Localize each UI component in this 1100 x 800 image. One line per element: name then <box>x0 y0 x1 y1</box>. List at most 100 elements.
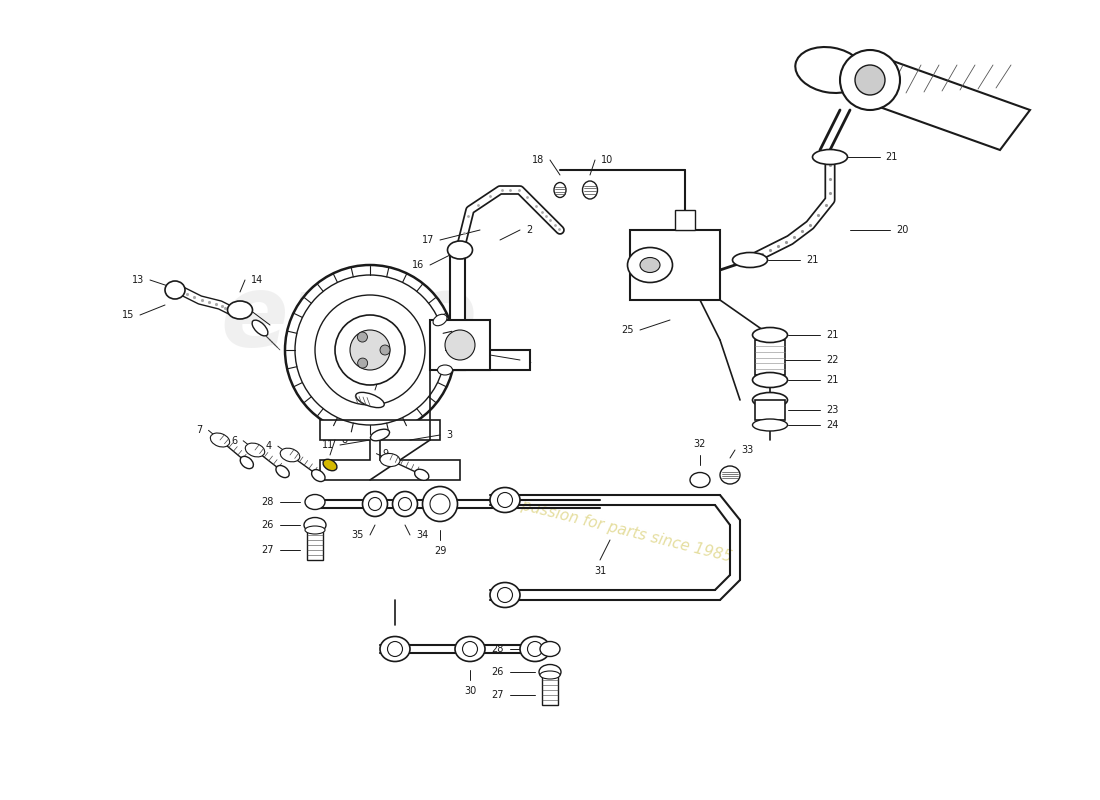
Ellipse shape <box>304 518 326 533</box>
Text: 7: 7 <box>196 426 202 435</box>
Text: 12: 12 <box>232 305 244 315</box>
Ellipse shape <box>752 393 788 407</box>
Ellipse shape <box>690 473 710 487</box>
Ellipse shape <box>528 642 542 657</box>
Polygon shape <box>320 420 460 480</box>
Ellipse shape <box>640 258 660 273</box>
Text: 32: 32 <box>694 439 706 449</box>
Bar <box>755 340 785 375</box>
Ellipse shape <box>497 493 513 507</box>
Text: 13: 13 <box>132 275 144 285</box>
Text: 22: 22 <box>826 355 838 365</box>
Ellipse shape <box>752 373 788 387</box>
Bar <box>542 675 558 705</box>
Text: 4: 4 <box>266 441 272 451</box>
Text: 2: 2 <box>526 225 532 235</box>
Ellipse shape <box>393 491 418 517</box>
Ellipse shape <box>398 498 411 510</box>
Text: 34: 34 <box>416 530 428 540</box>
Ellipse shape <box>323 459 337 470</box>
Text: 28: 28 <box>492 644 504 654</box>
Text: 33: 33 <box>741 445 754 455</box>
Text: euro: euro <box>220 271 477 369</box>
Text: 26: 26 <box>262 520 274 530</box>
Ellipse shape <box>305 494 324 510</box>
Circle shape <box>358 332 367 342</box>
Ellipse shape <box>379 454 400 466</box>
Polygon shape <box>860 60 1030 150</box>
Text: 31: 31 <box>594 566 606 576</box>
Text: 9: 9 <box>383 449 388 458</box>
Ellipse shape <box>540 642 560 657</box>
Ellipse shape <box>448 241 473 259</box>
Text: 14: 14 <box>251 275 263 285</box>
Bar <box>450 350 530 370</box>
Ellipse shape <box>415 470 429 480</box>
Ellipse shape <box>368 498 382 510</box>
Text: 23: 23 <box>826 405 838 415</box>
Ellipse shape <box>438 365 452 375</box>
Text: 29: 29 <box>433 546 447 556</box>
Text: 21: 21 <box>886 152 898 162</box>
Text: 17: 17 <box>421 235 434 245</box>
Ellipse shape <box>371 429 389 441</box>
Bar <box>755 400 785 420</box>
Ellipse shape <box>455 637 485 662</box>
Ellipse shape <box>280 448 300 462</box>
Bar <box>675 210 695 230</box>
Text: 28: 28 <box>262 497 274 507</box>
Ellipse shape <box>795 47 865 93</box>
Bar <box>630 230 720 300</box>
Text: 27: 27 <box>492 690 504 700</box>
Ellipse shape <box>430 494 450 514</box>
Ellipse shape <box>252 320 268 336</box>
Ellipse shape <box>245 443 265 457</box>
Text: 21: 21 <box>806 255 818 265</box>
Ellipse shape <box>276 466 289 478</box>
Circle shape <box>379 345 390 355</box>
Text: 8: 8 <box>341 435 348 445</box>
Ellipse shape <box>520 637 550 662</box>
Text: 15: 15 <box>122 310 134 320</box>
Ellipse shape <box>540 671 560 679</box>
Circle shape <box>336 315 405 385</box>
Text: 26: 26 <box>492 667 504 677</box>
Ellipse shape <box>210 433 230 447</box>
Ellipse shape <box>752 327 788 342</box>
Text: 11: 11 <box>321 440 334 450</box>
Text: 16: 16 <box>411 260 424 270</box>
Ellipse shape <box>240 456 253 469</box>
Text: 10: 10 <box>601 155 614 165</box>
Ellipse shape <box>379 637 410 662</box>
Text: 25: 25 <box>621 325 634 335</box>
Ellipse shape <box>305 526 324 534</box>
Ellipse shape <box>497 587 513 602</box>
Ellipse shape <box>733 253 768 267</box>
Text: 5: 5 <box>386 370 393 380</box>
Text: 3: 3 <box>446 430 452 440</box>
Ellipse shape <box>539 665 561 679</box>
Text: 18: 18 <box>531 155 544 165</box>
Bar <box>430 320 490 370</box>
Ellipse shape <box>583 181 597 199</box>
Ellipse shape <box>752 419 788 431</box>
Bar <box>307 530 323 560</box>
Circle shape <box>446 330 475 360</box>
Ellipse shape <box>433 314 447 326</box>
Text: a passion for parts since 1985: a passion for parts since 1985 <box>506 494 734 566</box>
Text: 35: 35 <box>352 530 364 540</box>
Bar <box>450 250 465 370</box>
Circle shape <box>350 330 390 370</box>
Text: 21: 21 <box>826 375 838 385</box>
Ellipse shape <box>627 247 672 282</box>
Ellipse shape <box>422 486 458 522</box>
Text: 24: 24 <box>826 420 838 430</box>
Ellipse shape <box>490 487 520 513</box>
Ellipse shape <box>813 150 847 165</box>
Ellipse shape <box>355 392 384 408</box>
Circle shape <box>840 50 900 110</box>
Ellipse shape <box>490 582 520 607</box>
Circle shape <box>358 358 367 368</box>
Ellipse shape <box>720 466 740 484</box>
Ellipse shape <box>363 491 387 517</box>
